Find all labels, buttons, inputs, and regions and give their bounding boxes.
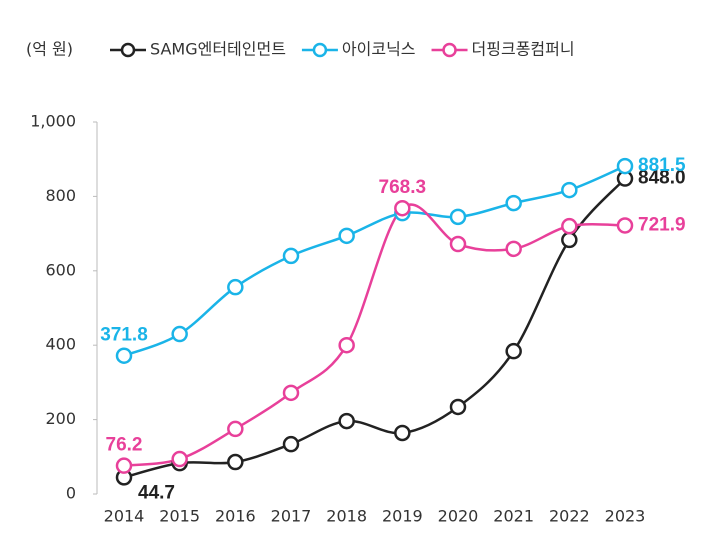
data-point: [505, 194, 522, 212]
data-point: [616, 157, 634, 175]
data-point: [394, 199, 411, 217]
data-point: [338, 412, 355, 430]
data-point: [171, 325, 188, 343]
data-point: [227, 420, 244, 438]
value-label: 371.8: [100, 325, 148, 346]
y-tick-label: 400: [45, 335, 76, 354]
data-point: [561, 231, 578, 249]
data-point: [282, 384, 300, 402]
x-tick-label: 2017: [271, 507, 312, 526]
x-tick-label: 2023: [605, 507, 646, 526]
data-point: [505, 240, 522, 258]
y-tick-label: 0: [66, 484, 76, 503]
data-point: [449, 208, 467, 226]
value-label: 881.5: [638, 155, 686, 176]
y-tick-label: 1,000: [30, 112, 76, 131]
legend-label: SAMG엔터테인먼트: [150, 40, 286, 59]
x-tick-label: 2019: [382, 507, 423, 526]
data-point: [561, 181, 578, 199]
y-tick-label: 800: [45, 186, 76, 205]
data-point: [394, 424, 411, 442]
y-tick-label: 200: [45, 409, 76, 428]
data-point: [115, 457, 133, 474]
data-point: [505, 342, 522, 360]
value-label: 768.3: [379, 177, 427, 198]
data-point: [616, 217, 634, 234]
x-tick-label: 2016: [215, 507, 256, 526]
x-tick-label: 2015: [159, 507, 200, 526]
x-tick-label: 2018: [326, 507, 367, 526]
y-tick-label: 600: [45, 260, 76, 279]
data-point: [282, 247, 300, 265]
data-point: [338, 227, 355, 245]
data-point: [227, 453, 244, 471]
legend-label: 아이코닉스: [342, 40, 416, 59]
value-label: 44.7: [138, 482, 175, 503]
x-tick-label: 2020: [438, 507, 479, 526]
x-tick-label: 2014: [104, 507, 145, 526]
legend-marker: [120, 42, 136, 58]
legend-label: 더핑크퐁컴퍼니: [472, 40, 575, 59]
data-point: [561, 217, 578, 235]
series-line: [123, 203, 626, 467]
data-point: [449, 235, 467, 253]
legend-marker: [312, 42, 328, 58]
legend-marker: [442, 42, 457, 58]
data-point: [227, 278, 244, 296]
data-point: [115, 347, 133, 364]
data-point: [449, 398, 467, 416]
x-tick-label: 2022: [549, 507, 590, 526]
value-label: 721.9: [638, 214, 686, 235]
series-line: [123, 164, 626, 357]
data-point: [171, 450, 188, 468]
data-point: [282, 435, 300, 453]
data-point: [338, 336, 355, 354]
value-label: 76.2: [106, 435, 143, 456]
x-tick-label: 2021: [493, 507, 534, 526]
value-label: 848.0: [638, 168, 686, 189]
unit-label: (억 원): [26, 40, 73, 59]
